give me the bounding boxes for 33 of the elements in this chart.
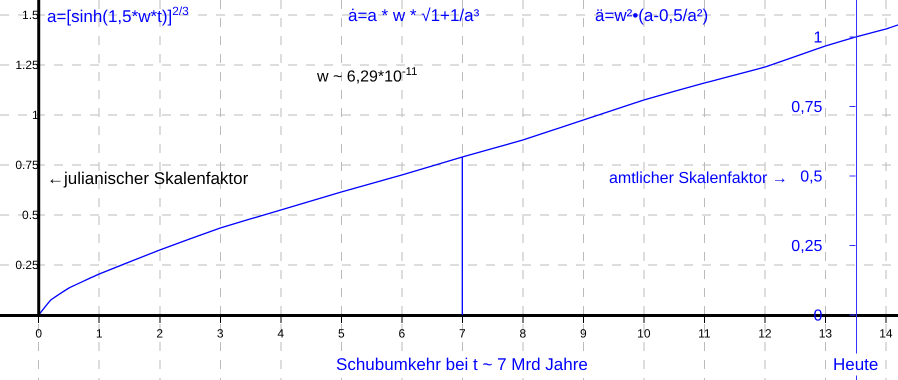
- x-tick-label: 5: [338, 326, 345, 340]
- y-tick-label: 0.75: [15, 158, 40, 172]
- ref-line-label: Schubumkehr bei t ~ 7 Mrd Jahre: [336, 355, 588, 374]
- annotation: ä=w²•(a-0,5/a²): [595, 6, 708, 25]
- y-tick-label: 0.5: [22, 208, 40, 222]
- x-tick-label: 12: [758, 326, 772, 340]
- y2-tick-label: 0,75: [791, 99, 823, 116]
- annotation: amtlicher Skalenfaktor →: [609, 170, 788, 187]
- y2-tick-label: 0,25: [791, 238, 823, 256]
- annotation: ←julianischer Skalenfaktor: [47, 169, 249, 188]
- annotation: w ~ 6,29*10$^{-11}$: [316, 66, 418, 86]
- y-tick-label: 1: [32, 108, 40, 122]
- y-tick-label: 1.25: [15, 58, 40, 72]
- x-tick-label: 14: [879, 326, 893, 340]
- y2-tick-label: 1: [814, 30, 823, 47]
- annotation: Heute: [833, 355, 878, 374]
- x-tick-label: 6: [398, 326, 406, 340]
- annotation: a=[sinh(1,5*w*t)]$^{2/3}$: [47, 4, 190, 26]
- x-tick-label: 1: [96, 326, 103, 340]
- x-tick-label: 7: [458, 326, 466, 340]
- x-tick-label: 11: [698, 326, 711, 340]
- annotation: ȧ=a * w * √1+1/a³: [348, 6, 480, 25]
- x-tick-label: 10: [637, 326, 651, 340]
- x-tick-label: 4: [277, 326, 284, 340]
- x-tick-label: 9: [580, 326, 587, 340]
- y-tick-label: 1.5: [22, 8, 40, 22]
- y2-tick-label: 0,5: [800, 168, 823, 186]
- x-tick-label: 2: [156, 326, 164, 340]
- y-tick-label: 0.25: [15, 258, 40, 272]
- x-tick-label: 0: [35, 326, 42, 340]
- x-tick-label: 3: [216, 326, 224, 340]
- x-tick-label: 13: [818, 326, 832, 340]
- x-tick-label: 8: [519, 326, 526, 340]
